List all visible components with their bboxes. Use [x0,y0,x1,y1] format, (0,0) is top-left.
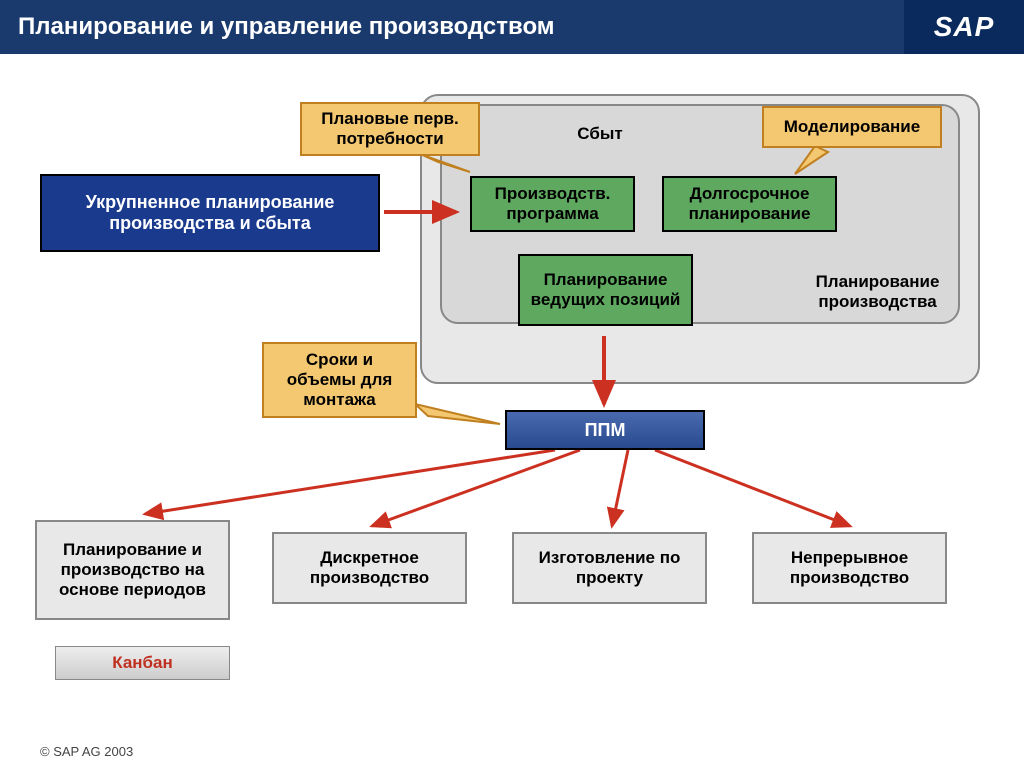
aggregate-planning-box: Укрупненное планирование производства и … [40,174,380,252]
copyright: © SAP AG 2003 [40,744,133,759]
leading-positions-text: Планирование ведущих позиций [530,270,681,310]
diagram-canvas: Сбыт Планирование производства Укрупненн… [0,54,1024,767]
sales-label: Сбыт [560,124,640,144]
ppm-box: ППМ [505,410,705,450]
modeling-text: Моделирование [784,117,920,137]
production-planning-label: Планирование производства [790,272,965,312]
leading-positions-box: Планирование ведущих позиций [518,254,693,326]
discrete-box: Дискретное производство [272,532,467,604]
ppm-text: ППМ [585,420,626,441]
modeling-callout: Моделирование [762,106,942,148]
longterm-planning-box: Долгосрочное планирование [662,176,837,232]
dates-volumes-text: Сроки и объемы для монтажа [274,350,405,410]
continuous-text: Непрерывное производство [764,548,935,588]
discrete-text: Дискретное производство [284,548,455,588]
sap-logo-container: SAP [904,0,1024,54]
kanban-text: Канбан [112,653,173,673]
period-based-box: Планирование и производство на основе пе… [35,520,230,620]
continuous-box: Непрерывное производство [752,532,947,604]
header-bar: Планирование и управление производством … [0,0,1024,54]
kanban-box: Канбан [55,646,230,680]
project-text: Изготовление по проекту [524,548,695,588]
production-program-text: Производств. программа [482,184,623,224]
planned-demand-callout: Плановые перв. потребности [300,102,480,156]
project-box: Изготовление по проекту [512,532,707,604]
period-based-text: Планирование и производство на основе пе… [47,540,218,600]
production-program-box: Производств. программа [470,176,635,232]
sap-logo: SAP [934,11,995,43]
aggregate-planning-text: Укрупненное планирование производства и … [52,192,368,234]
dates-volumes-callout: Сроки и объемы для монтажа [262,342,417,418]
page-title: Планирование и управление производством [18,13,555,41]
planned-demand-text: Плановые перв. потребности [312,109,468,149]
longterm-planning-text: Долгосрочное планирование [674,184,825,224]
